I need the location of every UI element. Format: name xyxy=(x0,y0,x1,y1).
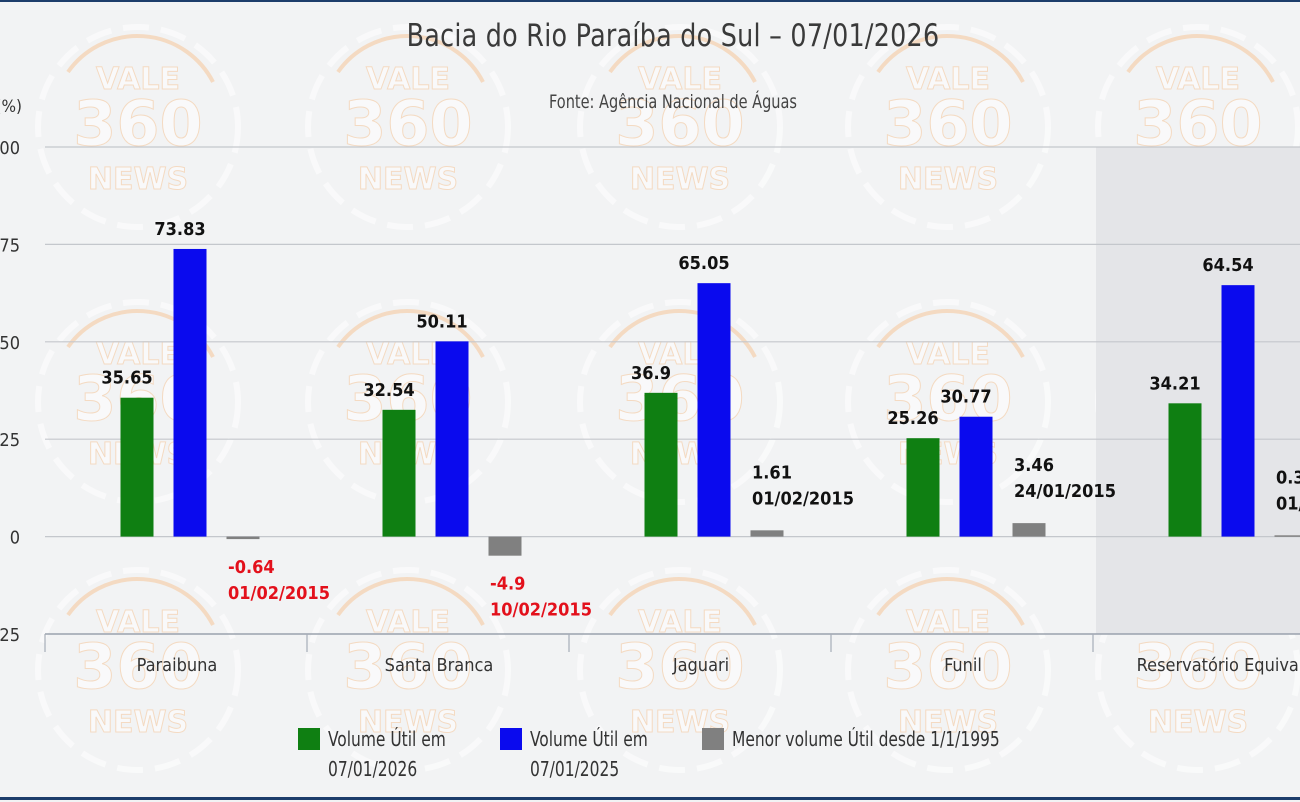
x-tick-label: Paraibuna xyxy=(137,655,218,676)
legend-label-2025-line2: 07/01/2025 xyxy=(530,754,659,784)
bar xyxy=(1222,285,1255,536)
data-label-date: 24/01/2015 xyxy=(1014,481,1116,502)
data-label-date: 01/0 xyxy=(1276,493,1300,514)
y-tick-label: 00 xyxy=(0,138,20,159)
bar xyxy=(751,530,784,536)
y-tick-label: 50 xyxy=(0,333,20,354)
legend-label-min: Menor volume Útil desde 1/1/1995 xyxy=(732,724,1076,754)
data-label-date: 10/02/2015 xyxy=(490,600,592,621)
data-label: -4.9 xyxy=(490,574,525,595)
data-label: 25.26 xyxy=(887,408,938,429)
bar xyxy=(121,398,154,537)
data-label: 30.77 xyxy=(940,387,991,408)
y-tick-label: 0 xyxy=(10,528,20,549)
bar xyxy=(645,393,678,537)
data-label: 36.9 xyxy=(631,363,671,384)
bar xyxy=(174,249,207,537)
data-label: -0.64 xyxy=(228,557,275,578)
data-label: 0.33 xyxy=(1276,467,1300,488)
data-label: 73.83 xyxy=(154,219,205,240)
legend-item-2025[interactable]: Volume Útil em 07/01/2025 xyxy=(500,724,680,784)
x-tick-label: Reservatório Equivale xyxy=(1137,655,1300,676)
data-label: 34.21 xyxy=(1149,373,1200,394)
legend-label-2025-line1: Volume Útil em xyxy=(530,724,659,754)
bar xyxy=(1275,535,1300,537)
bar xyxy=(1013,523,1046,536)
data-label: 65.05 xyxy=(678,253,729,274)
y-tick-label: 25 xyxy=(0,625,20,646)
bar xyxy=(383,410,416,537)
data-label: 64.54 xyxy=(1202,255,1253,276)
legend-label-min-line1: Menor volume Útil desde 1/1/1995 xyxy=(732,724,1076,754)
data-label-date: 01/02/2015 xyxy=(752,488,854,509)
legend-item-2026[interactable]: Volume Útil em 07/01/2026 xyxy=(298,724,478,784)
legend-swatch-2025 xyxy=(500,728,522,750)
bar xyxy=(698,283,731,536)
legend-swatch-2026 xyxy=(298,728,320,750)
legend-label-2026-line1: Volume Útil em xyxy=(328,724,457,754)
chart-title: Bacia do Rio Paraíba do Sul – 07/01/2026 xyxy=(121,18,1225,54)
bar xyxy=(227,537,260,539)
data-label: 1.61 xyxy=(752,462,792,483)
data-label-date: 01/02/2015 xyxy=(228,583,330,604)
chart-subtitle: Fonte: Agência Nacional de Águas xyxy=(101,91,1245,113)
x-tick-label: Jaguari xyxy=(672,655,729,676)
legend-item-min[interactable]: Menor volume Útil desde 1/1/1995 xyxy=(702,724,1132,754)
data-label: 32.54 xyxy=(363,380,414,401)
legend-label-2025: Volume Útil em 07/01/2025 xyxy=(530,724,659,784)
legend-swatch-min xyxy=(702,728,724,750)
data-label: 50.11 xyxy=(416,311,467,332)
legend-label-2026-line2: 07/01/2026 xyxy=(328,754,457,784)
data-label: 3.46 xyxy=(1014,455,1054,476)
data-label: 35.65 xyxy=(101,368,152,389)
y-tick-label: 25 xyxy=(0,430,20,451)
legend-label-2026: Volume Útil em 07/01/2026 xyxy=(328,724,457,784)
x-tick-label: Santa Branca xyxy=(385,655,494,676)
bar xyxy=(1169,403,1202,536)
y-axis-label: (%) xyxy=(0,97,22,117)
bar xyxy=(907,438,940,536)
x-tick-label: Funil xyxy=(944,655,982,676)
bar xyxy=(436,341,469,536)
bar xyxy=(489,537,522,556)
y-tick-label: 75 xyxy=(0,235,20,256)
bar xyxy=(960,417,993,537)
